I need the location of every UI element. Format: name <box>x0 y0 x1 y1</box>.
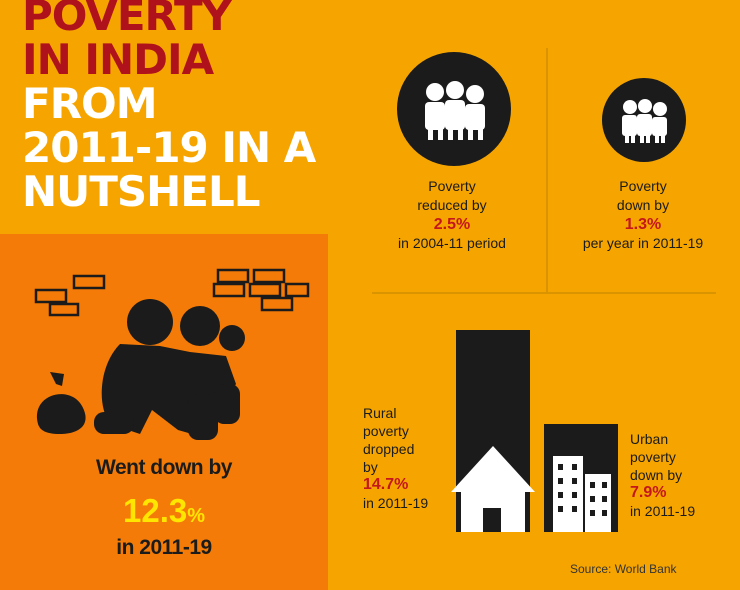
source-credit: Source: World Bank <box>570 562 677 576</box>
family-icon <box>602 78 686 162</box>
rural-line3: dropped <box>363 441 415 457</box>
main-stat-panel: Went down by 12.3% in 2011-19 <box>0 234 328 590</box>
title-line-1: POVERTY <box>22 0 232 40</box>
rural-value: 14.7% <box>363 476 409 493</box>
stat1-value: 2.5% <box>433 216 471 233</box>
stat2-line2: down by <box>616 197 670 213</box>
title-line-3: FROM <box>22 79 158 128</box>
rural-poverty-note: Rural poverty dropped by 14.7% in 2011-1… <box>363 404 453 512</box>
stat2-line3: per year in 2011-19 <box>582 235 704 251</box>
vertical-divider <box>546 48 548 292</box>
urban-line4: in 2011-19 <box>630 503 696 519</box>
family-icon <box>397 52 511 166</box>
main-stat-label: Went down by <box>96 456 232 479</box>
title-line-5: NUTSHELL <box>22 167 261 216</box>
title-line-2: IN INDIA <box>22 35 214 84</box>
stat-2004-11: Poverty reduced by 2.5% in 2004-11 perio… <box>372 177 532 253</box>
stat2-value: 1.3% <box>624 216 662 233</box>
title-line-4: 2011-19 IN A <box>22 123 316 172</box>
stat1-line3: in 2004-11 period <box>398 235 506 251</box>
stat1-line2: reduced by <box>417 197 487 213</box>
family-figures-icon <box>94 299 245 440</box>
stat1-line1: Poverty <box>428 178 476 194</box>
main-stat-number: 12.3 <box>122 492 188 529</box>
urban-poverty-note: Urban poverty down by 7.9% in 2011-19 <box>630 430 720 520</box>
main-stat-period: in 2011-19 <box>116 536 212 559</box>
main-stat-value: 12.3% <box>0 492 328 530</box>
urban-value: 7.9% <box>630 484 667 501</box>
rural-line5: in 2011-19 <box>363 495 429 511</box>
hut-icon <box>451 446 535 532</box>
infographic-title: POVERTY IN INDIA FROM 2011-19 IN A NUTSH… <box>22 0 362 214</box>
poor-family-illustration <box>34 268 310 440</box>
urban-line1: Urban <box>630 431 669 447</box>
brick-wall-icon <box>34 268 310 317</box>
rural-line4: by <box>363 459 378 475</box>
urban-line3: down by <box>630 467 683 483</box>
horizontal-divider <box>372 292 716 294</box>
stat2-line1: Poverty <box>619 178 667 194</box>
sack-icon <box>36 372 86 434</box>
main-stat-unit: % <box>187 505 206 527</box>
rural-line2: poverty <box>363 423 409 439</box>
stat-2011-19-annual: Poverty down by 1.3% per year in 2011-19 <box>558 177 728 253</box>
urban-line2: poverty <box>630 449 676 465</box>
rural-line1: Rural <box>363 405 397 421</box>
